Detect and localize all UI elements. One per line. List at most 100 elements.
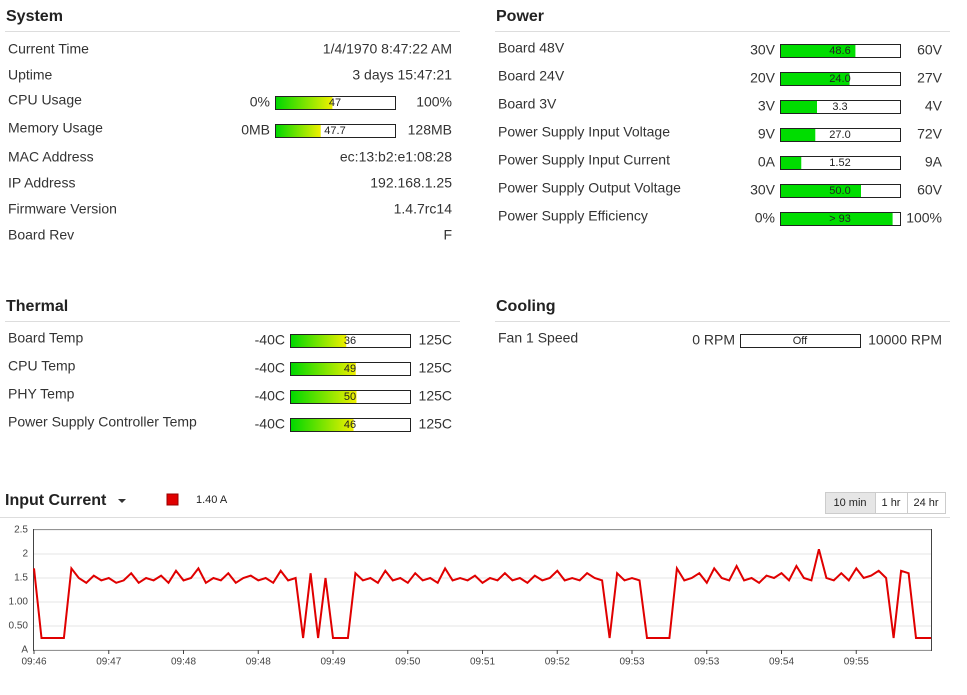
range-button[interactable] (907, 492, 946, 514)
x-tick-label: 09:54 (769, 657, 794, 668)
gauge-max: 125C (419, 416, 452, 432)
gauge-fill (781, 101, 817, 113)
gauge-fill (291, 363, 356, 375)
gauge-min: 9V (758, 126, 776, 142)
gauge-value: 27.0 (829, 129, 850, 141)
gauge-min: -40C (255, 332, 285, 348)
row-label: Power Supply Controller Temp (8, 414, 197, 430)
row-label: Power Supply Input Current (498, 152, 670, 168)
gauge-value: 48.6 (829, 45, 850, 57)
gauge-min: 0A (758, 154, 776, 170)
row-value: 1/4/1970 8:47:22 AM (323, 41, 452, 57)
range-button-label[interactable]: 24 hr (913, 497, 938, 509)
section-title: Cooling (496, 298, 556, 315)
row-value: ec:13:b2:e1:08:28 (340, 149, 452, 165)
gauge-value: 47.7 (324, 125, 345, 137)
gauge-min: 0 RPM (692, 332, 735, 348)
gauge-min: 3V (758, 98, 776, 114)
gauge-max: 125C (419, 332, 452, 348)
gauge-min: -40C (255, 360, 285, 376)
row-label: Uptime (8, 67, 53, 83)
row-label: Board Temp (8, 330, 83, 346)
row-value: 1.4.7rc14 (394, 201, 453, 217)
gauge-max: 128MB (408, 122, 452, 138)
x-tick-label: 09:55 (844, 657, 869, 668)
gauge-value: > 93 (829, 213, 851, 225)
x-tick-label: 09:50 (395, 657, 420, 668)
y-tick-label: 1.00 (9, 597, 29, 608)
gauge-value: 50.0 (829, 185, 850, 197)
range-button-label[interactable]: 10 min (833, 497, 866, 509)
x-tick-label: 09:47 (96, 657, 121, 668)
x-tick-label: 09:53 (694, 657, 719, 668)
gauge-min: 0MB (241, 122, 270, 138)
row-label: Fan 1 Speed (498, 330, 578, 346)
gauge-fill (781, 129, 816, 141)
gauge-max: 125C (419, 388, 452, 404)
gauge-fill (291, 419, 354, 431)
gauge-max: 100% (906, 210, 942, 226)
x-tick-label: 09:51 (470, 657, 495, 668)
legend-swatch (166, 493, 179, 506)
gauge-fill (781, 213, 893, 225)
x-tick-label: 09:49 (320, 657, 345, 668)
legend-label: 1.40 A (196, 494, 228, 506)
gauge-min: -40C (255, 416, 285, 432)
data-line (33, 548, 931, 639)
gauge-min: 20V (750, 70, 776, 86)
gauge-min: 30V (750, 182, 776, 198)
row-value: 3 days 15:47:21 (352, 67, 452, 83)
x-tick-label: 09:48 (246, 657, 271, 668)
row-value: F (443, 227, 452, 243)
gauge-max: 10000 RPM (868, 332, 942, 348)
gauge-max: 100% (416, 94, 452, 110)
y-tick-label: 1.5 (14, 573, 28, 584)
gauge-fill (291, 391, 357, 403)
range-button-label[interactable]: 1 hr (882, 497, 901, 509)
gauge-min: 0% (755, 210, 775, 226)
row-label: Power Supply Efficiency (498, 208, 648, 224)
row-value: 192.168.1.25 (370, 175, 452, 191)
row-label: IP Address (8, 175, 75, 191)
dropdown-caret[interactable] (118, 499, 126, 503)
gauge-value: 47 (329, 97, 341, 109)
gauge-fill (276, 125, 321, 137)
gauge-fill (276, 97, 333, 109)
gauge-fill (781, 45, 856, 57)
gauge-value: 1.52 (829, 157, 850, 169)
gauge-track (780, 156, 901, 170)
gauge-value: 46 (344, 419, 356, 431)
row-label: Firmware Version (8, 201, 117, 217)
x-tick-label: 09:46 (21, 657, 46, 668)
y-tick-label: A (21, 645, 28, 656)
plot-frame (33, 529, 932, 651)
row-label: Current Time (8, 41, 89, 57)
row-label: Board Rev (8, 227, 74, 243)
gauge-max: 9A (925, 154, 943, 170)
gauge-max: 27V (917, 70, 943, 86)
gauge-value: Off (793, 335, 808, 347)
row-label: Board 48V (498, 40, 565, 56)
gauge-max: 60V (917, 42, 943, 58)
gauge-max: 125C (419, 360, 452, 376)
row-label: PHY Temp (8, 386, 75, 402)
row-label: Board 3V (498, 96, 557, 112)
gauge-value: 3.3 (832, 101, 847, 113)
row-label: MAC Address (8, 149, 94, 165)
x-tick-label: 09:52 (545, 657, 570, 668)
row-label: Power Supply Input Voltage (498, 124, 670, 140)
gauge-max: 60V (917, 182, 943, 198)
y-tick-label: 2 (22, 549, 28, 560)
gauge-min: 0% (250, 94, 270, 110)
gauge-max: 72V (917, 126, 943, 142)
y-tick-label: 2.5 (14, 525, 28, 536)
section-title: Thermal (6, 298, 68, 315)
gauge-value: 50 (344, 391, 356, 403)
gauge-track (740, 334, 861, 348)
gauge-value: 49 (344, 363, 356, 375)
section-title: System (6, 8, 63, 25)
row-label: Power Supply Output Voltage (498, 180, 681, 196)
x-tick-label: 09:48 (171, 657, 196, 668)
x-tick-label: 09:53 (619, 657, 644, 668)
